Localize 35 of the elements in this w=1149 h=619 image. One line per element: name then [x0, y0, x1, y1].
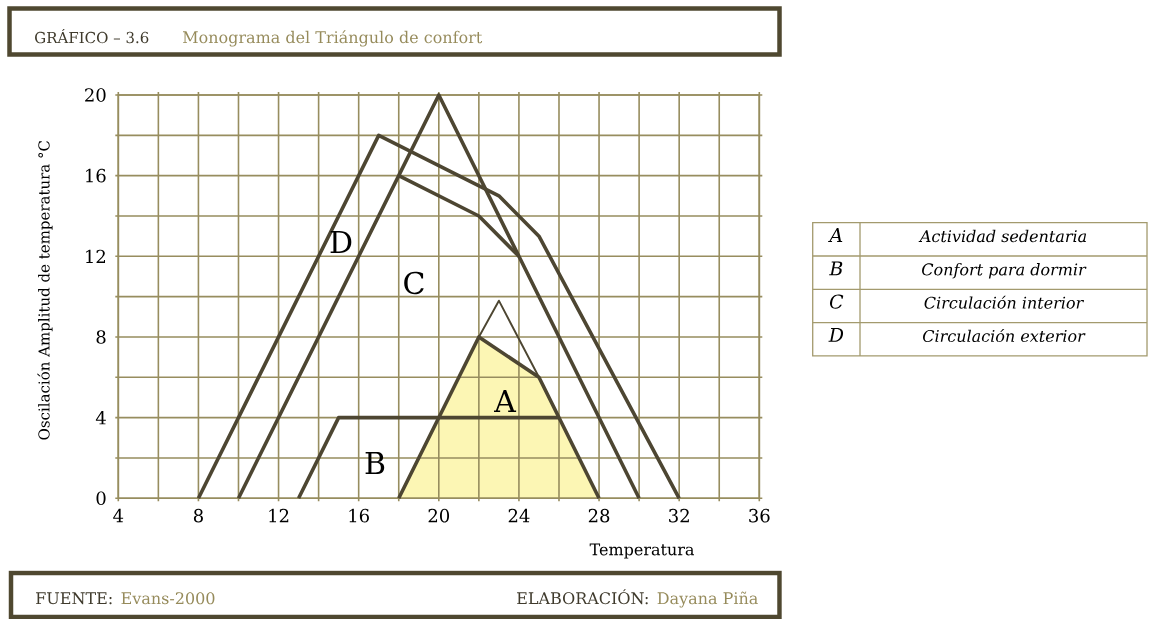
x-tick-label: 32: [669, 508, 689, 523]
text: Circulación interior: [924, 295, 1084, 309]
x-tick-label: 28: [588, 508, 610, 523]
text: ELABORACIÓN:: [517, 589, 648, 605]
chart-subtitle: Monograma del Triángulo de confort: [183, 30, 483, 47]
annotation: A: [494, 390, 517, 412]
text: Dayana Piña: [657, 591, 758, 608]
x-tick-label: 36: [749, 508, 770, 523]
x-tick-label: 20: [428, 508, 450, 523]
chart-title: GRÁFICO – 3.6: [35, 29, 149, 44]
x-tick-label: 8: [193, 508, 203, 523]
y-tick-label: 8: [96, 330, 106, 344]
y-tick-label: 0: [96, 491, 106, 506]
y-tick-label: 4: [95, 410, 106, 425]
text: Confort para dormir: [922, 263, 1087, 279]
annotation: D: [330, 231, 352, 253]
source-note: FUENTE:: [36, 592, 112, 605]
x-tick-label: 24: [508, 508, 530, 523]
text: B: [829, 261, 843, 276]
x-tick-label: 4: [113, 508, 124, 523]
text: Evans-2000: [121, 592, 215, 605]
y-tick-label: 20: [85, 88, 106, 102]
x-tick-label: 12: [269, 508, 289, 523]
x-tick-label: 16: [349, 508, 369, 523]
text: C: [829, 294, 844, 309]
text: D: [828, 327, 844, 342]
annotation: B: [365, 452, 385, 474]
y-axis-title: Oscilación Amplitud de temperatura °C: [37, 140, 53, 440]
annotation: C: [404, 271, 424, 295]
text: A: [828, 228, 843, 242]
text: Circulación exterior: [923, 329, 1086, 343]
y-tick-label: 12: [86, 249, 105, 263]
text: Actividad sedentaria: [918, 229, 1087, 243]
x-axis-title: Temperatura: [589, 543, 694, 559]
y-tick-label: 16: [86, 168, 106, 183]
